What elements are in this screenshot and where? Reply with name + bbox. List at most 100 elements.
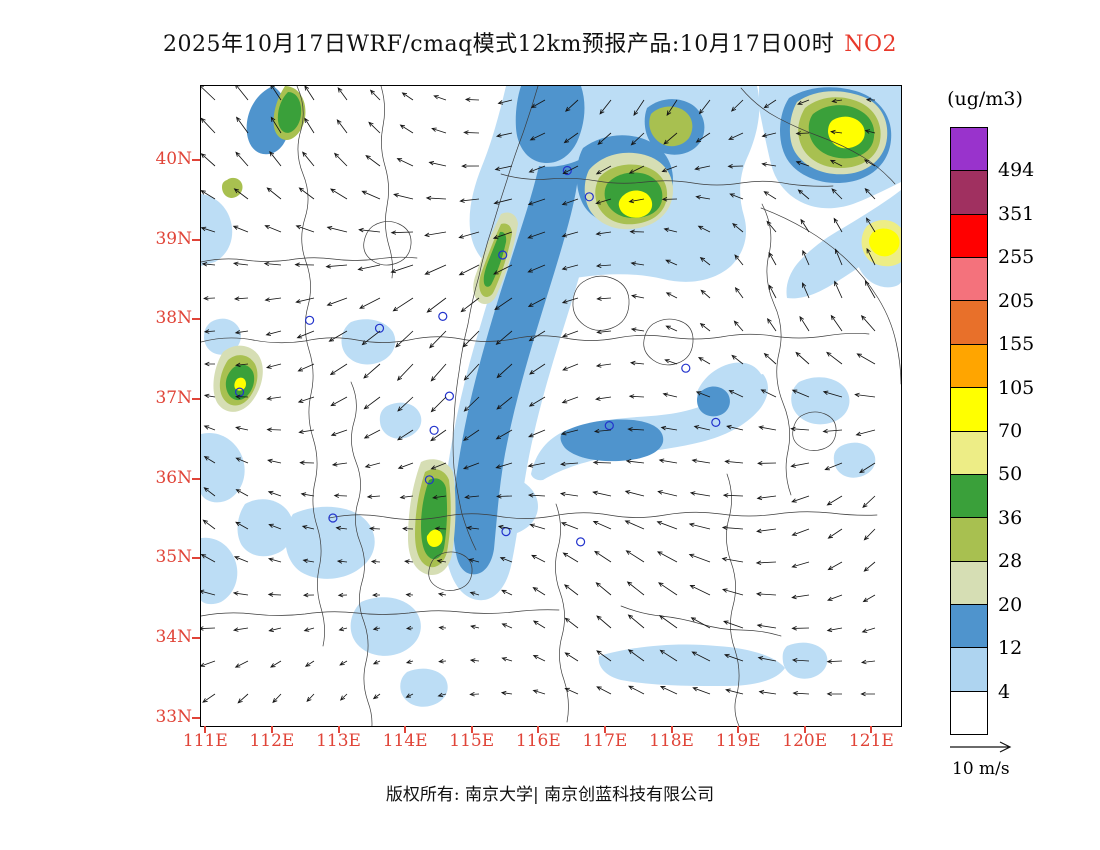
wind-arrow xyxy=(294,262,315,267)
lat-tick-label: 37N xyxy=(155,388,192,409)
wind-arrow xyxy=(338,626,348,632)
wind-arrow xyxy=(792,691,810,696)
wind-arrow xyxy=(734,286,744,299)
wind-arrow xyxy=(560,461,579,467)
wind-arrow xyxy=(430,396,447,413)
wind-arrow xyxy=(372,626,381,631)
lon-tick-label: 118E xyxy=(649,731,694,751)
wind-arrow xyxy=(663,132,678,145)
wind-legend-label: 10 m/s xyxy=(952,759,1010,779)
wind-arrow xyxy=(306,693,315,703)
boundary-line xyxy=(760,207,901,385)
wind-arrow xyxy=(232,261,249,267)
colorbar-cell xyxy=(951,691,987,735)
wind-arrow xyxy=(527,264,546,273)
wind-arrow xyxy=(458,231,480,239)
wind-arrow xyxy=(460,297,480,313)
wind-arrow xyxy=(755,560,777,565)
contour-region xyxy=(452,160,579,575)
wind-arrow xyxy=(237,693,249,704)
colorbar-level-label: 494 xyxy=(998,159,1035,182)
wind-arrow xyxy=(595,582,612,596)
wind-arrow xyxy=(633,99,645,116)
wind-arrow xyxy=(203,487,216,497)
wind-arrow xyxy=(756,623,777,629)
wind-arrow xyxy=(596,650,612,662)
lon-tick xyxy=(870,726,873,733)
wind-arrow xyxy=(298,429,315,434)
lat-tick xyxy=(192,398,200,401)
contour-region xyxy=(791,377,850,425)
wind-arrow xyxy=(723,620,744,629)
lat-tick-label: 39N xyxy=(155,228,192,249)
wind-arrow xyxy=(405,693,414,698)
wind-arrow xyxy=(856,353,876,365)
wind-arrow xyxy=(235,426,249,431)
wind-arrow xyxy=(656,521,678,530)
wind-arrow xyxy=(530,99,546,109)
lon-tick xyxy=(670,726,673,733)
wind-arrow xyxy=(501,623,513,629)
wind-arrow xyxy=(267,490,282,497)
lon-tick xyxy=(603,726,606,733)
city-marker xyxy=(604,421,614,431)
wind-arrow xyxy=(689,491,711,497)
wind-arrow xyxy=(799,315,810,332)
wind-arrow xyxy=(496,363,513,379)
wind-arrow xyxy=(372,660,381,665)
wind-arrow xyxy=(826,659,843,664)
colorbar xyxy=(950,127,988,735)
lon-tick xyxy=(337,726,340,733)
wind-arrow xyxy=(203,393,216,399)
wind-legend: 10 m/s xyxy=(948,738,1038,779)
wind-arrow xyxy=(729,193,744,200)
boundary-line xyxy=(363,221,412,266)
wind-arrow xyxy=(235,116,249,134)
wind-arrow xyxy=(627,614,645,629)
wind-arrow xyxy=(661,165,678,173)
lat-tick-label: 35N xyxy=(155,547,192,568)
wind-arrow xyxy=(459,198,480,203)
wind-arrow xyxy=(235,489,249,497)
wind-arrow xyxy=(497,99,513,105)
map-area xyxy=(200,85,902,727)
wind-arrow xyxy=(565,99,579,112)
wind-reference-arrow-icon xyxy=(950,741,1012,753)
wind-arrow xyxy=(592,520,612,530)
wind-arrow xyxy=(396,363,414,381)
wind-arrow xyxy=(464,97,480,102)
wind-arrow xyxy=(295,225,315,233)
wind-arrow xyxy=(532,689,546,695)
wind-arrow xyxy=(392,297,414,312)
wind-arrow xyxy=(755,591,777,597)
wind-arrow xyxy=(495,429,513,440)
wind-arrow xyxy=(458,264,480,276)
wind-arrow xyxy=(721,525,744,530)
wind-arrow xyxy=(830,314,843,332)
wind-arrow xyxy=(469,591,480,596)
wind-arrow xyxy=(336,119,348,134)
wind-arrow xyxy=(628,685,645,695)
wind-arrow xyxy=(665,292,678,299)
wind-arrow xyxy=(665,259,678,266)
wind-arrow xyxy=(203,296,216,301)
wind-arrow xyxy=(527,231,546,239)
boundary-line xyxy=(726,473,740,726)
wind-arrow xyxy=(500,690,513,696)
wind-arrow xyxy=(527,462,546,468)
wind-arrow xyxy=(232,627,249,632)
wind-arrow xyxy=(296,330,315,339)
wind-arrow xyxy=(232,225,249,233)
wind-arrow xyxy=(528,330,546,342)
contour-region xyxy=(426,529,443,547)
colorbar-cell xyxy=(951,344,987,389)
wind-arrow xyxy=(532,587,546,596)
city-marker xyxy=(576,537,586,547)
wind-arrow xyxy=(430,462,447,470)
wind-arrow xyxy=(404,559,414,564)
wind-arrow xyxy=(797,99,810,105)
wind-arrow xyxy=(397,429,414,441)
wind-arrow xyxy=(698,356,711,365)
wind-arrow xyxy=(298,187,315,200)
wind-arrow xyxy=(595,263,612,268)
